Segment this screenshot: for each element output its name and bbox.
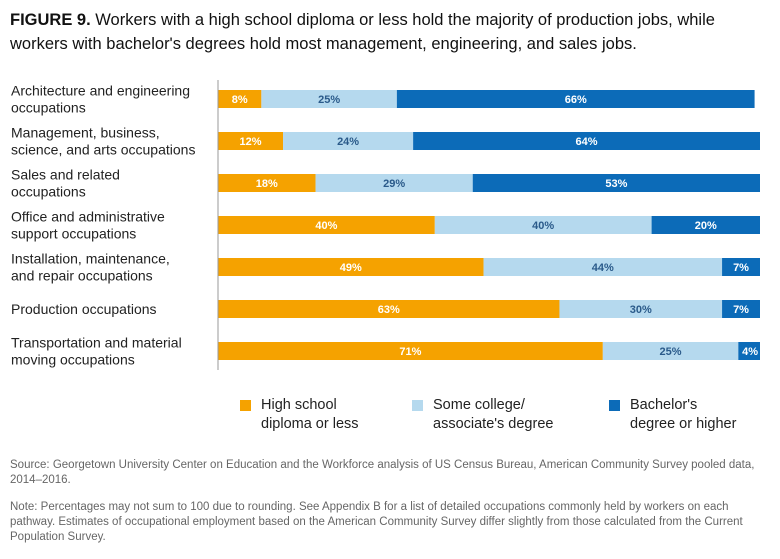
legend-label-line: Bachelor's <box>630 397 698 413</box>
legend-label-line: Some college/ <box>433 397 525 413</box>
bar-segment <box>738 342 760 360</box>
bar-segment <box>559 300 723 318</box>
figure-heading: Workers with a high school diploma or le… <box>10 11 715 53</box>
category-label: Management, business, <box>11 125 160 141</box>
bar-segment <box>218 174 316 192</box>
category-label: and repair occupations <box>11 268 153 284</box>
bar-data-label: 4% <box>742 346 758 358</box>
legend-label: Bachelor's degree or higher <box>630 396 736 434</box>
bar-data-label: 44% <box>592 262 614 274</box>
bar-data-label: 30% <box>630 304 652 316</box>
bar-segment <box>722 300 760 318</box>
bar-data-label: 20% <box>695 220 717 232</box>
bar-data-label: 71% <box>399 346 421 358</box>
bar-data-label: 7% <box>733 304 749 316</box>
source-note: Source: Georgetown University Center on … <box>10 459 755 486</box>
bar-segment <box>651 216 760 234</box>
chart-legend: High school diploma or less Some college/a… <box>0 396 780 436</box>
footnote: Note: Percentages may not sum to 100 due… <box>10 501 743 543</box>
legend-label: High school diploma or less <box>261 396 359 434</box>
bar-segment <box>218 258 484 276</box>
bar-data-label: 8% <box>232 94 248 106</box>
bar-segment <box>722 258 760 276</box>
bar-segment <box>218 90 262 108</box>
bar-segment <box>218 342 603 360</box>
legend-label-line: degree or higher <box>630 416 737 432</box>
bar-segment <box>434 216 652 234</box>
bar-data-label: 40% <box>532 220 554 232</box>
bar-segment <box>218 216 435 234</box>
bar-data-label: 18% <box>256 178 278 190</box>
bar-segment <box>602 342 739 360</box>
bar-data-label: 29% <box>383 178 405 190</box>
category-label: occupations <box>11 100 86 116</box>
category-label: occupations <box>11 184 86 200</box>
legend-label-line: High school <box>261 397 337 413</box>
category-label: Production occupations <box>11 301 157 317</box>
category-label: Architecture and engineering <box>11 83 190 99</box>
legend-swatch <box>609 400 620 411</box>
bar-data-label: 12% <box>240 136 262 148</box>
category-label: Transportation and material <box>11 335 182 351</box>
bar-data-label: 24% <box>337 136 359 148</box>
bar-data-label: 53% <box>605 178 627 190</box>
legend-swatch <box>240 400 251 411</box>
category-label: moving occupations <box>11 352 135 368</box>
figure-number: FIGURE 9. <box>10 11 91 29</box>
bar-segment <box>483 258 723 276</box>
bar-data-label: 64% <box>576 136 598 148</box>
bar-data-label: 25% <box>318 94 340 106</box>
legend-label-line: diploma or less <box>261 416 359 432</box>
bar-data-label: 40% <box>315 220 337 232</box>
bar-segment <box>396 90 755 108</box>
bar-segment <box>261 90 397 108</box>
bar-segment <box>218 132 284 150</box>
legend-label: Some college/associate's degree <box>433 396 553 434</box>
category-label: Installation, maintenance, <box>11 251 170 267</box>
bar-data-label: 25% <box>660 346 682 358</box>
bar-data-label: 49% <box>340 262 362 274</box>
legend-swatch <box>412 400 423 411</box>
figure-title: FIGURE 9. Workers with a high school dip… <box>10 8 770 56</box>
bar-segment <box>283 132 414 150</box>
category-label: support occupations <box>11 226 136 242</box>
bar-segment <box>218 300 560 318</box>
bar-segment <box>413 132 760 150</box>
bar-data-label: 63% <box>378 304 400 316</box>
category-label: science, and arts occupations <box>11 142 195 158</box>
bar-data-label: 66% <box>565 94 587 106</box>
bar-segment <box>472 174 760 192</box>
bar-segment <box>315 174 473 192</box>
category-label: Sales and related <box>11 167 120 183</box>
category-label: Office and administrative <box>11 209 165 225</box>
legend-label-line: associate's degree <box>433 416 554 432</box>
bar-data-label: 7% <box>733 262 749 274</box>
